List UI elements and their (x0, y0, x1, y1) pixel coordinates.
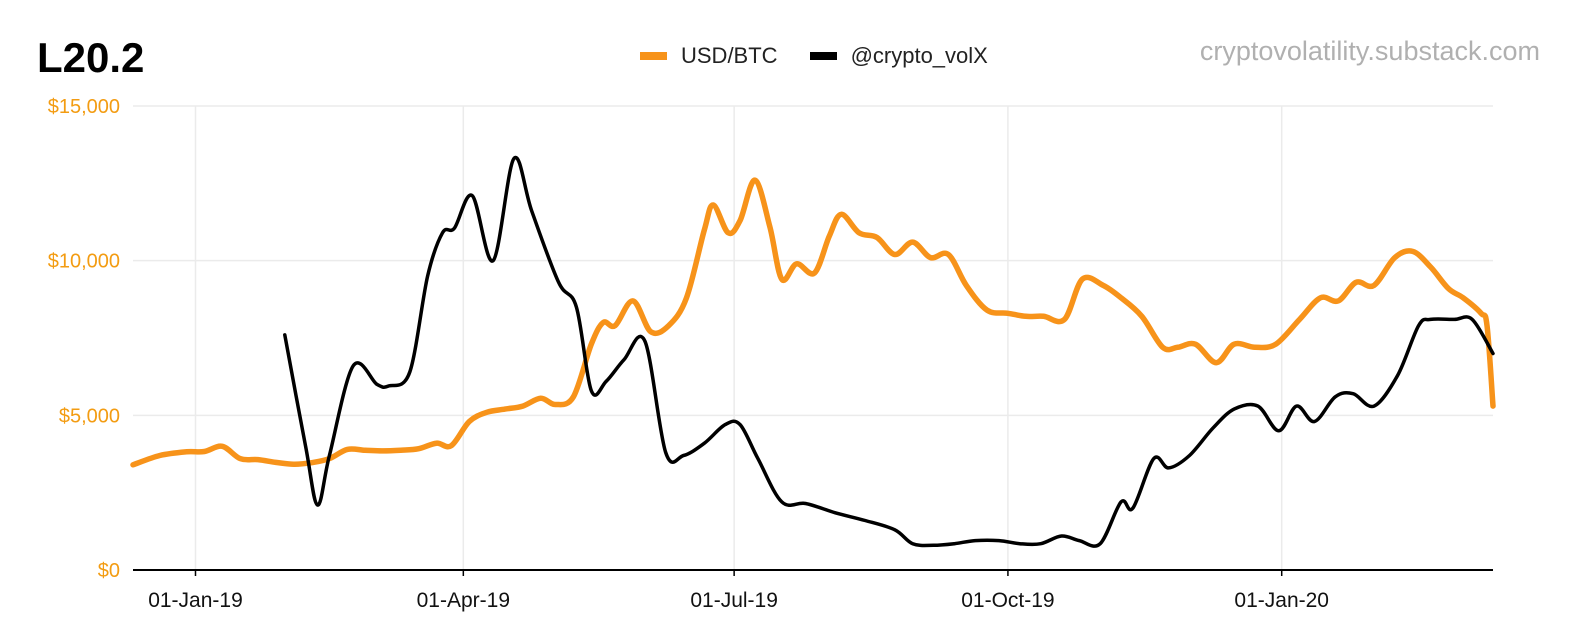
legend-swatch-btc (640, 52, 667, 60)
legend-swatch-vol (809, 52, 837, 60)
legend: USD/BTC @crypto_volX (640, 43, 988, 69)
grid-layer (133, 105, 1493, 570)
legend-item-btc[interactable]: USD/BTC (640, 43, 778, 69)
x-tick-label: 01-Jul-19 (690, 589, 778, 612)
y-tick-label: $15,000 (48, 96, 120, 118)
legend-label-vol: @crypto_volX (850, 43, 988, 68)
series-layer (130, 155, 1496, 548)
y-tick-label: $0 (98, 560, 120, 582)
x-tick-label: 01-Jan-19 (148, 589, 243, 612)
y-tick-label: $5,000 (59, 405, 120, 427)
legend-item-vol[interactable]: @crypto_volX (809, 43, 988, 69)
x-tick-label: 01-Apr-19 (417, 589, 510, 612)
x-tick-label: 01-Oct-19 (961, 589, 1054, 612)
legend-label-btc: USD/BTC (681, 43, 778, 68)
y-tick-label: $10,000 (48, 251, 120, 273)
series-line-crypto-volx (283, 155, 1495, 548)
source-credit: cryptovolatility.substack.com (1199, 36, 1540, 66)
x-tick-label: 01-Jan-20 (1234, 589, 1329, 612)
chart-title: L20.2 (37, 34, 145, 81)
x-axis: 01-Jan-19 01-Apr-19 01-Jul-19 01-Oct-19 01-J… (133, 569, 1493, 612)
series-line-usd-btc (130, 177, 1496, 468)
y-axis: $0 $5,000 $10,000 $15,000 (48, 96, 120, 582)
